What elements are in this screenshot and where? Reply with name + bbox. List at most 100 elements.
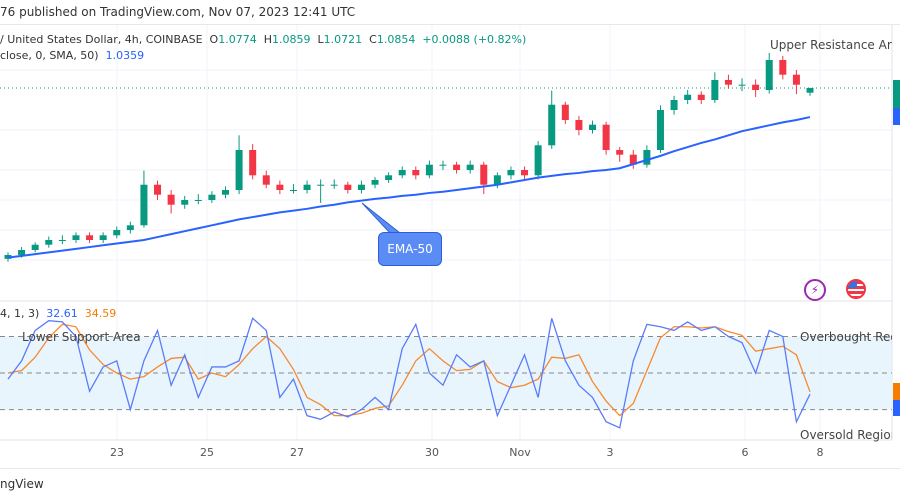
candle-body <box>154 184 162 195</box>
candle-body <box>670 100 678 110</box>
candle-body <box>602 124 610 150</box>
candle-body <box>235 150 243 190</box>
ma-value: 1.0359 <box>105 49 145 62</box>
candle-body <box>616 150 624 155</box>
publish-info: 76 published on TradingView.com, Nov 07,… <box>0 5 356 19</box>
candle-body <box>113 230 121 236</box>
candle-body <box>208 194 216 200</box>
lower-support-label: Lower Support Area <box>22 330 141 344</box>
candle-body <box>752 84 760 90</box>
time-label: 6 <box>741 446 749 459</box>
oversold-label: Oversold Region <box>800 428 892 442</box>
upper-resistance-label: Upper Resistance Are <box>770 38 892 52</box>
stoch-d-badge <box>893 383 900 400</box>
candle-body <box>167 194 175 205</box>
overbought-label: Overbought Reg <box>800 330 892 344</box>
candle-body <box>684 94 692 100</box>
open-value: 1.0774 <box>218 33 257 46</box>
candle-body <box>412 170 420 176</box>
close-value: 1.0854 <box>376 33 416 46</box>
ema-50-line <box>7 116 811 259</box>
candle-body <box>140 184 148 226</box>
candle-body <box>18 250 26 255</box>
stoch-d-value: 34.59 <box>84 307 117 320</box>
candle-body <box>371 180 379 185</box>
candle-body <box>181 200 189 205</box>
time-label: 25 <box>200 446 214 459</box>
symbol-name: / United States Dollar, 4h, COINBASE <box>0 33 203 46</box>
candle-body <box>480 164 488 185</box>
candle-body <box>357 184 365 190</box>
candle-body <box>58 240 66 241</box>
time-label: 27 <box>290 446 304 459</box>
candle-body <box>86 235 94 240</box>
candle-body <box>221 190 229 195</box>
time-label: 30 <box>425 446 439 459</box>
header-divider <box>0 24 900 25</box>
candle-body <box>765 60 773 90</box>
low-value: 1.0721 <box>323 33 363 46</box>
stoch-params: 4, 1, 3) <box>0 307 40 320</box>
lightning-icon[interactable]: ⚡ <box>804 279 826 301</box>
candle-body <box>792 74 800 85</box>
candle-body <box>493 175 501 185</box>
candle-body <box>548 104 556 146</box>
time-label: 8 <box>816 446 824 459</box>
candle-body <box>99 235 107 240</box>
candle-body <box>344 184 352 190</box>
candle-body <box>724 80 732 85</box>
stoch-d-line <box>7 323 811 417</box>
candle-body <box>425 164 433 176</box>
time-label: 23 <box>110 446 124 459</box>
candle-body <box>643 150 651 165</box>
callout-pointer <box>361 202 402 234</box>
ma-legend: close, 0, SMA, 50) 1.0359 <box>0 49 144 62</box>
ema-value-badge <box>893 108 900 125</box>
candle-body <box>453 164 461 170</box>
time-label: 3 <box>606 446 614 459</box>
high-label: H <box>263 33 272 46</box>
candle-body <box>45 240 53 245</box>
stoch-k-value: 32.61 <box>46 307 78 320</box>
last-price-badge <box>893 80 900 108</box>
candle-body <box>31 244 39 250</box>
symbol-legend: / United States Dollar, 4h, COINBASE O1.… <box>0 33 526 46</box>
candle-body <box>629 154 637 165</box>
candle-body <box>398 170 406 176</box>
stoch-legend: 4, 1, 3) 32.61 34.59 <box>0 307 116 320</box>
candle-body <box>385 175 393 180</box>
stoch-k-line <box>7 317 811 429</box>
ema-50-callout: EMA-50 <box>378 232 442 266</box>
high-value: 1.0859 <box>272 33 311 46</box>
stoch-k-badge <box>893 400 900 416</box>
change-percent: (+0.82%) <box>473 33 527 46</box>
candle-body <box>589 124 597 130</box>
open-label: O <box>209 33 219 46</box>
candle-body <box>806 88 814 93</box>
candle-body <box>72 235 80 240</box>
low-label: L <box>317 33 324 46</box>
candle-body <box>575 120 583 130</box>
us-flag-icon[interactable] <box>846 279 866 299</box>
candle-body <box>317 184 325 186</box>
candle-body <box>521 170 529 176</box>
candle-body <box>697 94 705 100</box>
time-label: Nov <box>509 446 531 459</box>
candle-body <box>656 110 664 150</box>
candle-body <box>561 104 569 120</box>
ma-params: close, 0, SMA, 50) <box>0 49 99 62</box>
candle-body <box>507 170 515 176</box>
candle-body <box>330 184 338 186</box>
candle-body <box>194 200 202 201</box>
candle-body <box>303 184 311 190</box>
candle-body <box>126 225 134 230</box>
candle-body <box>439 164 447 166</box>
change-value: +0.0088 <box>422 33 471 46</box>
candle-body <box>711 80 719 100</box>
brand-footer: ngView <box>0 477 44 491</box>
candle-body <box>262 175 270 185</box>
footer-divider <box>0 468 900 469</box>
candle-body <box>534 145 542 176</box>
candle-body <box>249 150 257 176</box>
